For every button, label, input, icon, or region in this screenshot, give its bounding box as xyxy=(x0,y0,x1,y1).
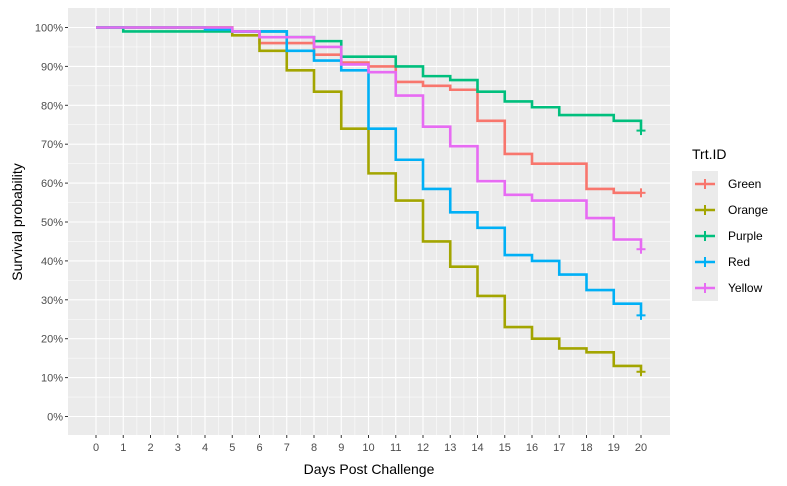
y-tick-label: 20% xyxy=(41,334,63,346)
series-line-yellow xyxy=(96,26,643,250)
x-tick-label: 13 xyxy=(444,442,456,454)
x-axis-ticks: 0 1 2 3 4 5 6 7 8 9 10 11 12 13 14 15 16 17 18 19 20 xyxy=(93,435,647,454)
x-tick-label: 18 xyxy=(580,442,592,454)
censor-mark-purple xyxy=(636,126,646,136)
y-tick-label: 10% xyxy=(41,373,63,385)
x-axis-title: Days Post Challenge xyxy=(304,461,435,477)
legend-item-orange: Orange xyxy=(692,197,768,223)
x-tick-label: 20 xyxy=(635,442,647,454)
legend-label-orange: Orange xyxy=(728,203,768,217)
x-tick-label: 0 xyxy=(93,442,99,454)
censor-mark-green xyxy=(636,188,646,198)
x-tick-label: 4 xyxy=(202,442,208,454)
x-tick-label: 11 xyxy=(390,442,401,454)
x-tick-label: 12 xyxy=(417,442,429,454)
x-tick-label: 17 xyxy=(553,442,565,454)
series-line-orange xyxy=(96,26,643,372)
legend-item-purple: Purple xyxy=(692,223,763,249)
y-tick-label: 50% xyxy=(41,217,63,229)
legend-item-yellow: Yellow xyxy=(692,275,763,301)
censor-mark-red xyxy=(636,310,646,320)
x-tick-label: 5 xyxy=(229,442,235,454)
y-tick-label: 60% xyxy=(41,178,63,190)
censor-mark-yellow xyxy=(636,244,646,254)
y-tick-label: 80% xyxy=(41,100,63,112)
x-tick-label: 10 xyxy=(362,442,374,454)
x-tick-label: 14 xyxy=(471,442,483,454)
legend-label-purple: Purple xyxy=(728,229,763,243)
x-tick-label: 2 xyxy=(147,442,153,454)
legend-item-red: Red xyxy=(692,249,750,275)
legend-title: Trt.ID xyxy=(692,146,726,162)
legend-item-green: Green xyxy=(692,171,761,197)
x-tick-label: 7 xyxy=(284,442,290,454)
y-tick-label: 30% xyxy=(41,295,63,307)
x-tick-label: 6 xyxy=(256,442,262,454)
series-line-purple xyxy=(96,26,643,131)
major-gridlines xyxy=(68,8,670,435)
x-tick-label: 3 xyxy=(175,442,181,454)
legend: Trt.ID Green Orange Purple Red Yellow xyxy=(692,146,768,301)
legend-label-green: Green xyxy=(728,177,761,191)
x-tick-label: 1 xyxy=(120,442,126,454)
x-tick-label: 9 xyxy=(338,442,344,454)
y-axis-ticks: 0% 10% 20% 30% 40% 50% 60% 70% 80% 90% 100% xyxy=(35,23,68,424)
x-tick-label: 15 xyxy=(499,442,511,454)
y-tick-label: 100% xyxy=(35,23,63,35)
y-tick-label: 70% xyxy=(41,139,63,151)
y-tick-label: 0% xyxy=(47,412,63,424)
x-tick-label: 8 xyxy=(311,442,317,454)
x-tick-label: 19 xyxy=(608,442,620,454)
y-tick-label: 90% xyxy=(41,61,63,73)
x-tick-label: 16 xyxy=(526,442,538,454)
legend-label-red: Red xyxy=(728,255,750,269)
series-lines xyxy=(96,26,646,377)
legend-label-yellow: Yellow xyxy=(728,281,763,295)
censor-mark-orange xyxy=(636,367,646,377)
y-tick-label: 40% xyxy=(41,256,63,268)
y-axis-title: Survival probability xyxy=(9,163,25,281)
